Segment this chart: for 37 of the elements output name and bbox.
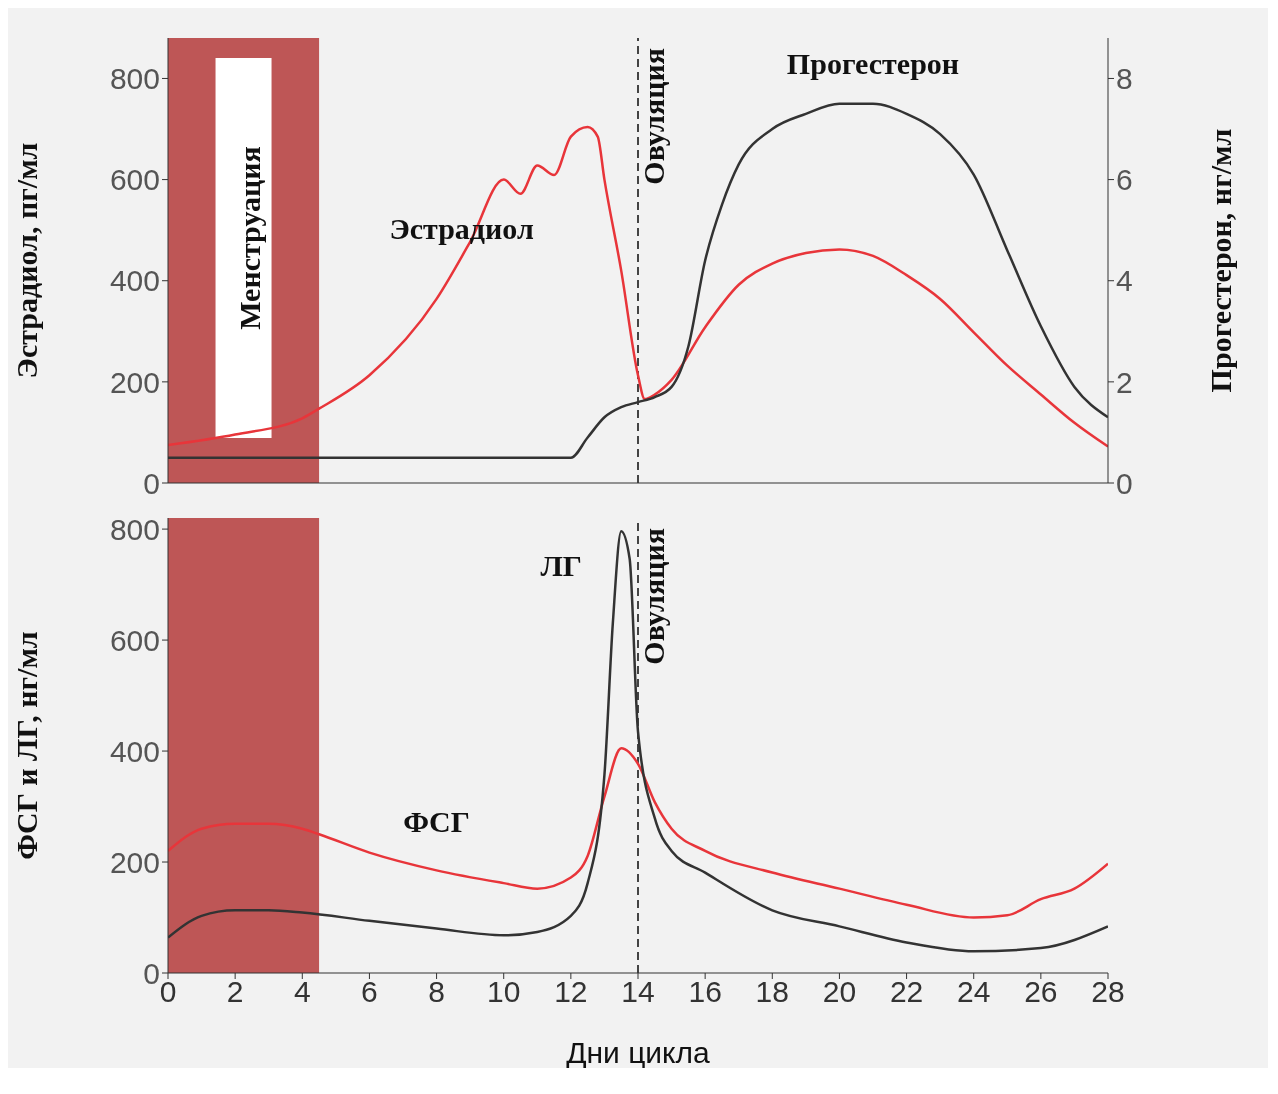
x-tick-label: 24	[957, 975, 991, 1009]
y2-tick-label: 2	[1116, 365, 1133, 399]
x-tick-label: 28	[1091, 975, 1125, 1009]
y-tick-label: 400	[109, 734, 160, 768]
x-tick-label: 16	[688, 975, 722, 1009]
y-tick-label: 800	[109, 62, 160, 96]
x-tick-label: 6	[361, 975, 378, 1009]
x-tick-label: 2	[226, 975, 244, 1009]
y2-axis-title: Прогестерон, нг/мл	[1203, 128, 1237, 393]
y-tick-label: 200	[109, 845, 160, 879]
series-label: ФСГ	[403, 805, 470, 839]
x-tick-label: 20	[822, 975, 857, 1009]
y-axis-title: ФСГ и ЛГ, нг/мл	[9, 631, 43, 860]
y-tick-label: 600	[109, 623, 160, 657]
y-tick-label: 400	[109, 264, 160, 298]
x-tick-label: 4	[293, 975, 311, 1009]
y-tick-label: 200	[109, 365, 160, 399]
y2-tick-label: 4	[1116, 264, 1133, 298]
x-tick-label: 26	[1024, 975, 1058, 1009]
x-tick-label: 14	[621, 975, 655, 1009]
y2-tick-label: 8	[1116, 62, 1133, 96]
y-tick-label: 800	[109, 512, 160, 546]
x-tick-label: 8	[428, 975, 445, 1009]
band-label: Менструация	[233, 146, 267, 330]
y-tick-label: 600	[109, 163, 160, 197]
series-label: ЛГ	[540, 549, 582, 583]
y2-tick-label: 0	[1116, 466, 1133, 500]
y-tick-label: 0	[143, 466, 160, 500]
x-tick-label: 12	[554, 975, 588, 1009]
x-tick-label: 10	[487, 975, 521, 1009]
y2-tick-label: 6	[1116, 163, 1133, 197]
y-axis-title: Эстрадиол, пг/мл	[9, 142, 43, 379]
x-tick-label: 22	[889, 975, 924, 1009]
x-tick-label: 18	[755, 975, 789, 1009]
ref-line-label: Овуляция	[637, 48, 670, 185]
series-label: Прогестерон	[786, 46, 960, 80]
ref-line-label: Овуляция	[637, 528, 670, 665]
